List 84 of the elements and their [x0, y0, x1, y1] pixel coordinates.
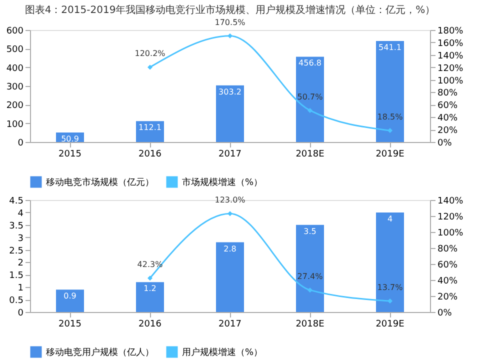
x-tick-label: 2015 [58, 150, 82, 160]
y2-tick-label: 0% [438, 138, 452, 148]
point [388, 298, 392, 304]
y-tick-label: 1 [18, 284, 24, 294]
y-tick-label: 0 [18, 308, 24, 318]
y2-tick-label: 60% [438, 101, 458, 112]
data-label: 3.5 [304, 226, 316, 236]
bar [376, 212, 404, 312]
y2-tick-label: 160% [438, 38, 464, 49]
x-tick-label: 2016 [138, 320, 162, 330]
y-tick-label: 2 [18, 258, 24, 269]
data-label: 456.8 [298, 58, 322, 68]
x-tick-label: 2017 [218, 320, 242, 330]
y-tick-label: 300 [6, 82, 24, 92]
y-tick-label: 200 [6, 101, 24, 112]
legend-label: 用户规模增速（%） [182, 347, 263, 358]
x-tick-label: 2019E [376, 320, 405, 330]
y2-tick-label: 100% [438, 228, 464, 238]
y-tick-label: 500 [6, 45, 24, 56]
y-tick-label: 400 [6, 64, 24, 74]
y2-tick-label: 120% [438, 64, 464, 74]
y2-tick-label: 80% [438, 88, 458, 99]
y2-tick-label: 40% [438, 114, 458, 124]
y-tick-label: 3 [18, 234, 24, 244]
point [388, 128, 392, 133]
data-label: 4 [387, 214, 393, 224]
data-label: 120.2% [134, 49, 166, 58]
legend-label: 市场规模增速（%） [182, 177, 263, 188]
point [228, 33, 232, 38]
y2-tick-label: 180% [438, 26, 464, 36]
data-label: 50.7% [297, 92, 324, 102]
bar [136, 121, 164, 142]
y-tick-label: 3.5 [9, 221, 24, 232]
y-tick-label: 600 [6, 26, 24, 36]
x-tick-label: 2018E [296, 320, 325, 330]
x-tick-label: 2018E [296, 150, 325, 160]
y-tick-label: 4.5 [9, 196, 24, 206]
bar [296, 56, 324, 142]
data-label: 50.9 [61, 134, 79, 144]
bar [56, 290, 84, 312]
bar [376, 40, 404, 142]
chart-title: 图表4：2015-2019年我国移动电竞行业市场规模、用户规模及增速情况（单位：亿元，%） [24, 4, 436, 16]
data-label: 27.4% [297, 272, 324, 282]
y-tick-label: 0.5 [9, 296, 24, 306]
legend-label: 移动电竞市场规模（亿元） [46, 177, 154, 188]
data-label: 0.9 [64, 292, 76, 301]
y-tick-label: 4 [18, 208, 24, 219]
point [148, 64, 152, 70]
y2-tick-label: 120% [438, 212, 464, 222]
data-label: 1.2 [144, 284, 156, 294]
y2-tick-label: 140% [438, 51, 464, 62]
data-label: 541.1 [378, 42, 402, 52]
y2-tick-label: 100% [438, 76, 464, 86]
y2-tick-label: 40% [438, 276, 458, 286]
y-tick-label: 100 [6, 120, 24, 130]
y-tick-label: 1.5 [9, 271, 24, 282]
x-tick-label: 2017 [218, 150, 242, 160]
legend-label: 移动电竞用户规模（亿人） [46, 347, 154, 358]
bar [136, 282, 164, 312]
y2-tick-label: 80% [438, 244, 458, 254]
point [148, 276, 152, 281]
y2-tick-label: 0% [438, 308, 452, 318]
x-tick-label: 2016 [138, 150, 162, 160]
data-label: 2.8 [224, 244, 236, 254]
data-label: 13.7% [377, 283, 404, 292]
bar [216, 85, 244, 142]
y2-tick-label: 20% [438, 292, 458, 302]
x-tick-label: 2015 [58, 320, 82, 330]
y2-tick-label: 20% [438, 126, 458, 136]
data-label: 18.5% [377, 112, 404, 122]
point [308, 108, 312, 113]
y-tick-label: 0 [18, 138, 24, 148]
y2-tick-label: 60% [438, 260, 458, 270]
x-tick-label: 2019E [376, 150, 405, 160]
data-label: 303.2 [218, 87, 242, 96]
bar [296, 224, 324, 312]
y-tick-label: 2.5 [9, 246, 24, 256]
bar [216, 242, 244, 312]
data-label: 170.5% [214, 18, 246, 27]
point [308, 288, 312, 293]
y2-tick-label: 140% [438, 196, 464, 206]
point [228, 211, 232, 216]
data-label: 112.1 [138, 123, 162, 132]
data-label: 123.0% [214, 196, 246, 205]
